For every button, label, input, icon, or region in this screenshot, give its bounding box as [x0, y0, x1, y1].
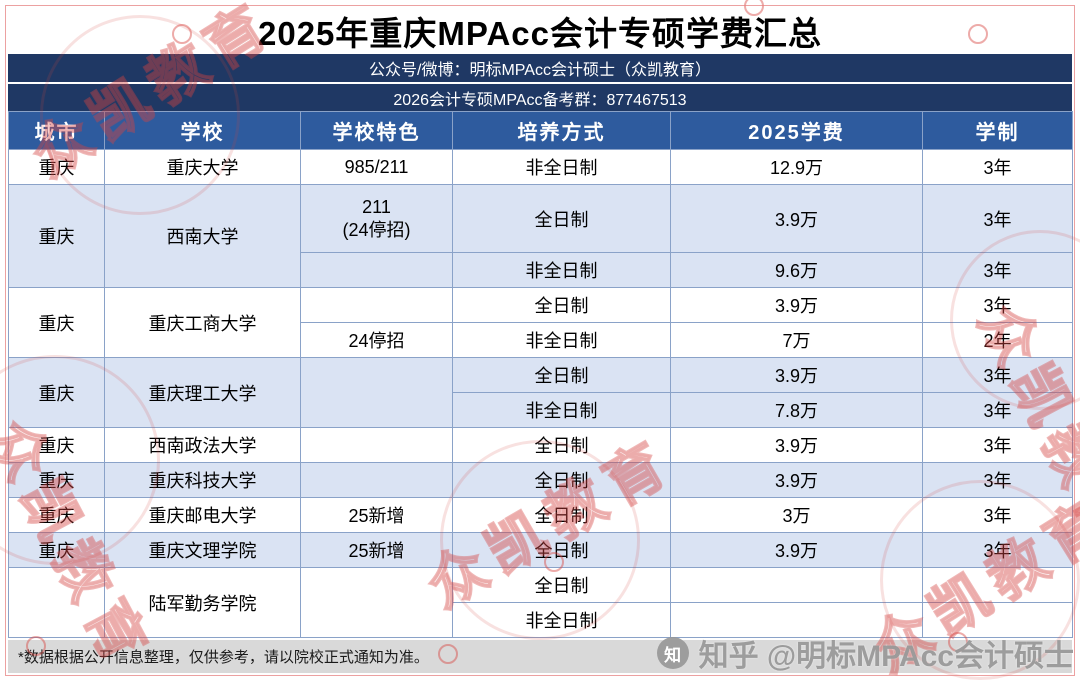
school-cell: 重庆科技大学	[104, 462, 301, 499]
table-row: 24停招 非全日制 7万 2年	[9, 322, 1073, 359]
feature-cell: 24停招	[300, 322, 453, 359]
table-row: 重庆 西南大学 211 (24停招) 全日制 3.9万 3年	[8, 184, 1073, 289]
feature-cell	[300, 357, 453, 429]
subtitle-group-bar: 2026会计专硕MPAcc备考群：877467513	[8, 83, 1072, 112]
table-row: 重庆 重庆工商大学 全日制 3.9万 3年	[8, 287, 1073, 359]
school-cell: 西南政法大学	[104, 427, 301, 464]
column-header-years: 学制	[922, 111, 1073, 151]
tuition-table: 城市 学校 学校特色 培养方式 2025学费 学制 重庆 重庆大学 985/21…	[8, 111, 1073, 639]
city-cell: 重庆	[8, 427, 105, 464]
feature-cell: 985/211	[300, 149, 453, 186]
zhihu-logo-icon: 知	[656, 637, 689, 669]
column-header-city: 城市	[8, 111, 105, 151]
school-cell: 陆军勤务学院	[104, 567, 301, 639]
table-row: 非全日制 7.8万 3年	[9, 392, 1073, 429]
fee-cell: 3.9万	[670, 287, 923, 324]
table-row: 重庆 重庆大学 985/211 非全日制 12.9万 3年	[8, 149, 1073, 186]
mode-cell: 非全日制	[452, 252, 671, 289]
column-header-fee: 2025学费	[670, 111, 923, 151]
city-cell: 重庆	[8, 462, 105, 499]
years-cell: 3年	[922, 427, 1073, 464]
mode-cell: 非全日制	[452, 322, 671, 359]
fee-cell: 3.9万	[670, 427, 923, 464]
years-cell: 3年	[922, 462, 1073, 499]
fee-cell: 3.9万	[670, 184, 923, 254]
table-row: 非全日制	[9, 602, 1073, 639]
feature-cell	[300, 252, 453, 289]
mode-cell: 非全日制	[452, 149, 671, 186]
mode-cell: 全日制	[452, 532, 671, 569]
header-row: 城市 学校 学校特色 培养方式 2025学费 学制	[8, 111, 1073, 151]
city-cell	[8, 567, 105, 639]
table-row: 重庆 重庆邮电大学 25新增 全日制 3万 3年	[8, 497, 1073, 534]
school-cell: 西南大学	[104, 184, 301, 289]
fee-cell: 12.9万	[670, 149, 923, 186]
years-cell: 3年	[922, 532, 1073, 569]
fee-cell: 7.8万	[670, 392, 923, 429]
mode-cell: 全日制	[452, 427, 671, 464]
fee-cell: 9.6万	[670, 252, 923, 289]
years-cell: 3年	[922, 287, 1073, 324]
years-cell: 3年	[922, 357, 1073, 394]
city-cell: 重庆	[8, 497, 105, 534]
mode-cell: 全日制	[452, 287, 671, 324]
feature-cell	[300, 287, 453, 324]
city-cell: 重庆	[8, 287, 105, 359]
table-wrap: 城市 学校 学校特色 培养方式 2025学费 学制 重庆 重庆大学 985/21…	[8, 111, 1073, 639]
years-cell	[922, 602, 1073, 639]
fee-cell	[670, 567, 923, 604]
mode-cell: 全日制	[452, 497, 671, 534]
feature-cell: 25新增	[300, 532, 453, 569]
page-title: 2025年重庆MPAcc会计专硕学费汇总	[257, 15, 822, 52]
mode-cell: 非全日制	[452, 602, 671, 639]
feature-cell	[300, 567, 453, 639]
table-row: 重庆 重庆科技大学 全日制 3.9万 3年	[8, 462, 1073, 499]
feature-cell: 25新增	[300, 497, 453, 534]
feature-cell	[300, 427, 453, 464]
years-cell: 2年	[922, 322, 1073, 359]
years-cell: 3年	[922, 252, 1073, 289]
mode-cell: 全日制	[452, 567, 671, 604]
fee-cell: 3.9万	[670, 462, 923, 499]
city-cell: 重庆	[8, 357, 105, 429]
mode-cell: 全日制	[452, 184, 671, 254]
subtitle-wechat-bar: 公众号/微博：明标MPAcc会计硕士（众凯教育）	[8, 54, 1072, 82]
footer-note: *数据根据公开信息整理，仅供参考，请以院校正式通知为准。	[8, 640, 1072, 674]
school-cell: 重庆文理学院	[104, 532, 301, 569]
city-cell: 重庆	[8, 532, 105, 569]
years-cell: 3年	[922, 497, 1073, 534]
fee-cell: 3.9万	[670, 357, 923, 394]
school-cell: 重庆大学	[104, 149, 301, 186]
fee-cell	[670, 602, 923, 639]
years-cell	[922, 567, 1073, 604]
feature-cell: 211 (24停招)	[300, 184, 453, 254]
fee-cell: 3万	[670, 497, 923, 534]
years-cell: 3年	[922, 184, 1073, 254]
school-cell: 重庆工商大学	[104, 287, 301, 359]
mode-cell: 非全日制	[452, 392, 671, 429]
column-header-school: 学校	[104, 111, 301, 151]
years-cell: 3年	[922, 392, 1073, 429]
school-cell: 重庆理工大学	[104, 357, 301, 429]
table-row: 陆军勤务学院 全日制	[8, 567, 1073, 639]
mode-cell: 全日制	[452, 357, 671, 394]
fee-cell: 7万	[670, 322, 923, 359]
column-header-mode: 培养方式	[452, 111, 671, 151]
column-header-feature: 学校特色	[300, 111, 453, 151]
table-row: 重庆 西南政法大学 全日制 3.9万 3年	[8, 427, 1073, 464]
table-row: 重庆 重庆文理学院 25新增 全日制 3.9万 3年	[8, 532, 1073, 569]
city-cell: 重庆	[8, 184, 105, 289]
fee-cell: 3.9万	[670, 532, 923, 569]
feature-cell	[300, 462, 453, 499]
mode-cell: 全日制	[452, 462, 671, 499]
zhihu-watermark: 知 知乎 @明标MPAcc会计硕士	[656, 631, 1074, 675]
years-cell: 3年	[922, 149, 1073, 186]
table-row: 重庆 重庆理工大学 全日制 3.9万 3年	[8, 357, 1073, 429]
city-cell: 重庆	[8, 149, 105, 186]
zhihu-watermark-text: 知乎 @明标MPAcc会计硕士	[698, 640, 1074, 673]
school-cell: 重庆邮电大学	[104, 497, 301, 534]
